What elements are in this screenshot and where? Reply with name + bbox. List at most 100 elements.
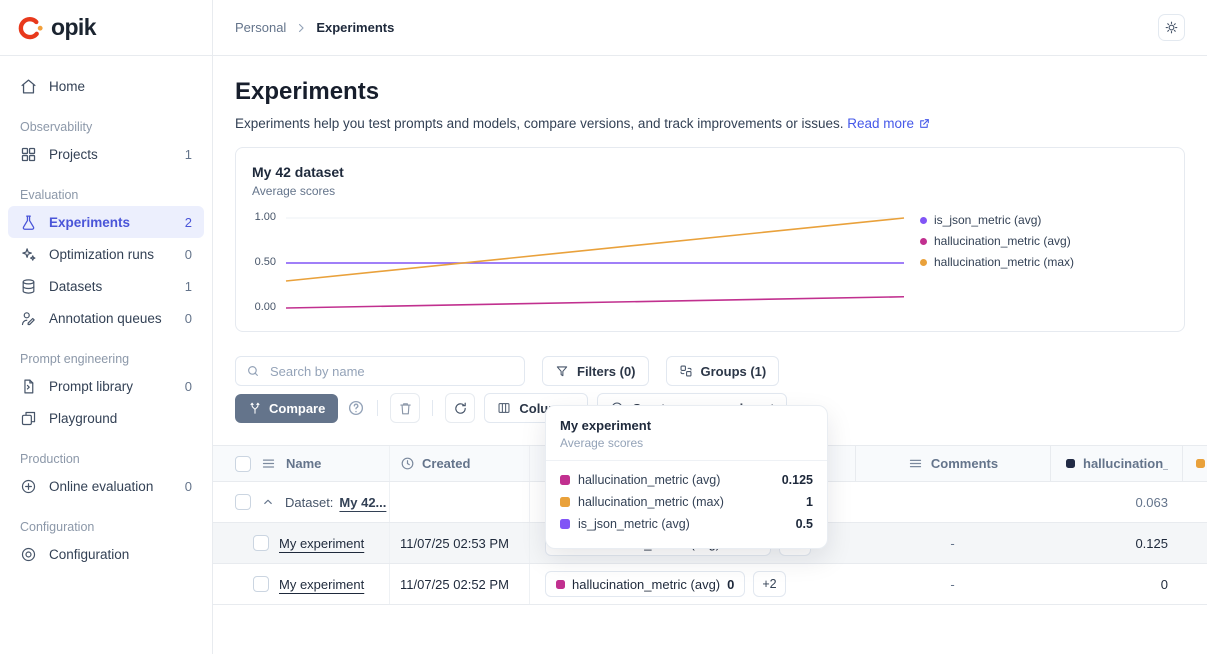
sidebar-item-count: 1 (184, 278, 192, 294)
metric-tag[interactable]: hallucination_metric (avg) 0 (545, 571, 746, 597)
sidebar-item-count: 1 (184, 146, 192, 162)
sidebar-item-prompt-library[interactable]: Prompt library 0 (8, 370, 204, 402)
breadcrumb: Personal Experiments (235, 20, 394, 35)
scores-hover-tooltip: My experiment Average scores hallucinati… (545, 405, 828, 549)
prompt-file-icon (20, 378, 37, 395)
section-title-observability: Observability (20, 120, 93, 134)
target-icon (20, 546, 37, 563)
experiment-name-cell: My experiment (213, 564, 390, 604)
search-input[interactable] (268, 362, 514, 380)
dataset-chart-card: My 42 dataset Average scores 1.00 0.50 0… (235, 147, 1185, 332)
header-created[interactable]: Created (390, 446, 530, 481)
clock-icon (400, 456, 415, 471)
sidebar-item-count: 2 (184, 214, 192, 230)
compare-button[interactable]: Compare (235, 393, 339, 423)
group-metric-value: 0.063 (1135, 494, 1168, 510)
theme-toggle-button[interactable] (1158, 14, 1185, 41)
circle-plus-icon (20, 478, 37, 495)
legend-dot (920, 237, 927, 245)
header-hallucination-metric[interactable]: hallucination_... (1050, 446, 1182, 481)
legend-item: is_json_metric (avg) (920, 213, 1074, 227)
home-icon (20, 78, 37, 95)
sidebar-item-datasets[interactable]: Datasets 1 (8, 270, 204, 302)
sidebar-item-label: Configuration (49, 546, 130, 562)
metric-swatch (1066, 459, 1075, 468)
page-content: Experiments Experiments help you test pr… (213, 56, 1207, 605)
tooltip-swatch (560, 475, 570, 485)
trash-icon (398, 401, 413, 416)
chart-plot (284, 213, 906, 313)
experiment-name-cell: My experiment (213, 523, 390, 563)
header-name[interactable]: Name (213, 446, 390, 481)
breadcrumb-current: Experiments (316, 20, 395, 35)
help-circle-icon[interactable] (347, 399, 365, 417)
sidebar-item-playground[interactable]: Playground (8, 402, 204, 434)
tooltip-divider (546, 460, 827, 461)
section-title-production: Production (20, 452, 80, 466)
chart-title: My 42 dataset (252, 164, 344, 180)
database-icon (20, 278, 37, 295)
filter-controls: Filters (0) Groups (1) (235, 356, 1185, 386)
tooltip-row: hallucination_metric (avg) 0.125 (560, 469, 813, 491)
external-link-icon (918, 117, 931, 130)
logo[interactable]: opik (0, 0, 212, 56)
metric-cell: 0.125 (1135, 535, 1168, 551)
y-axis-ticks: 1.00 0.50 0.00 (252, 211, 284, 313)
playground-icon (20, 410, 37, 427)
delete-button[interactable] (390, 393, 421, 423)
group-metric-cell: 0.063 (1050, 482, 1182, 522)
flask-icon (20, 214, 37, 231)
experiment-name-link[interactable]: My experiment (279, 576, 365, 592)
sidebar-item-count: 0 (184, 478, 192, 494)
row-checkbox[interactable] (253, 535, 269, 551)
group-checkbox[interactable] (235, 494, 251, 510)
sidebar-item-label: Projects (49, 146, 98, 162)
comments-cell: - (950, 576, 955, 592)
header-extra-metric-stub[interactable] (1182, 446, 1207, 481)
filters-button[interactable]: Filters (0) (542, 356, 649, 386)
metric-cell: 0 (1160, 576, 1168, 592)
sidebar-item-count: 0 (184, 310, 192, 326)
rows-icon (261, 456, 276, 471)
breadcrumb-parent[interactable]: Personal (235, 20, 287, 35)
chevron-up-icon[interactable] (261, 495, 275, 509)
page-description: Experiments help you test prompts and mo… (235, 116, 1185, 131)
metric-tag-swatch (556, 579, 565, 589)
legend-item: hallucination_metric (avg) (920, 234, 1074, 248)
experiment-name-link[interactable]: My experiment (279, 535, 365, 551)
row-checkbox[interactable] (253, 576, 269, 592)
select-all-checkbox[interactable] (235, 455, 251, 472)
legend-dot (920, 216, 927, 224)
page-title: Experiments (235, 78, 380, 105)
sidebar-item-optimization-runs[interactable]: Optimization runs 0 (8, 238, 204, 270)
chart-legend: is_json_metric (avg) hallucination_metri… (920, 213, 1074, 313)
groups-button[interactable]: Groups (1) (665, 356, 780, 386)
compare-branch-icon (248, 401, 262, 415)
brand-name: opik (51, 14, 96, 40)
more-metrics-badge[interactable]: +2 (753, 571, 786, 597)
sidebar-item-online-evaluation[interactable]: Online evaluation 0 (8, 470, 204, 502)
sidebar-item-label: Experiments (49, 214, 131, 230)
tooltip-row: is_json_metric (avg) 0.5 (560, 513, 813, 535)
experiment-row[interactable]: My experiment 11/07/25 02:52 PM hallucin… (213, 564, 1207, 605)
sidebar-item-configuration[interactable]: Configuration (8, 538, 204, 570)
read-more-link[interactable]: Read more (847, 116, 931, 131)
header-comments[interactable]: Comments (855, 446, 1050, 481)
user-pen-icon (20, 310, 37, 327)
toolbar-divider (377, 400, 379, 416)
section-title-configuration: Configuration (20, 520, 95, 534)
sidebar-item-experiments[interactable]: Experiments 2 (8, 206, 204, 238)
group-comments-cell (855, 482, 1050, 522)
grid-icon (20, 146, 37, 163)
sidebar-item-projects[interactable]: Projects 1 (8, 138, 204, 170)
sidebar-item-annotation-queues[interactable]: Annotation queues 0 (8, 302, 204, 334)
group-created-cell (390, 482, 530, 522)
refresh-icon (453, 401, 468, 416)
refresh-button[interactable] (445, 393, 476, 423)
section-title-prompt-engineering: Prompt engineering (20, 352, 130, 366)
created-cell: 11/07/25 02:52 PM (390, 564, 530, 604)
comments-cell: - (950, 535, 955, 551)
sidebar-item-home[interactable]: Home (8, 70, 204, 102)
group-dataset-link[interactable]: My 42... (339, 494, 387, 510)
